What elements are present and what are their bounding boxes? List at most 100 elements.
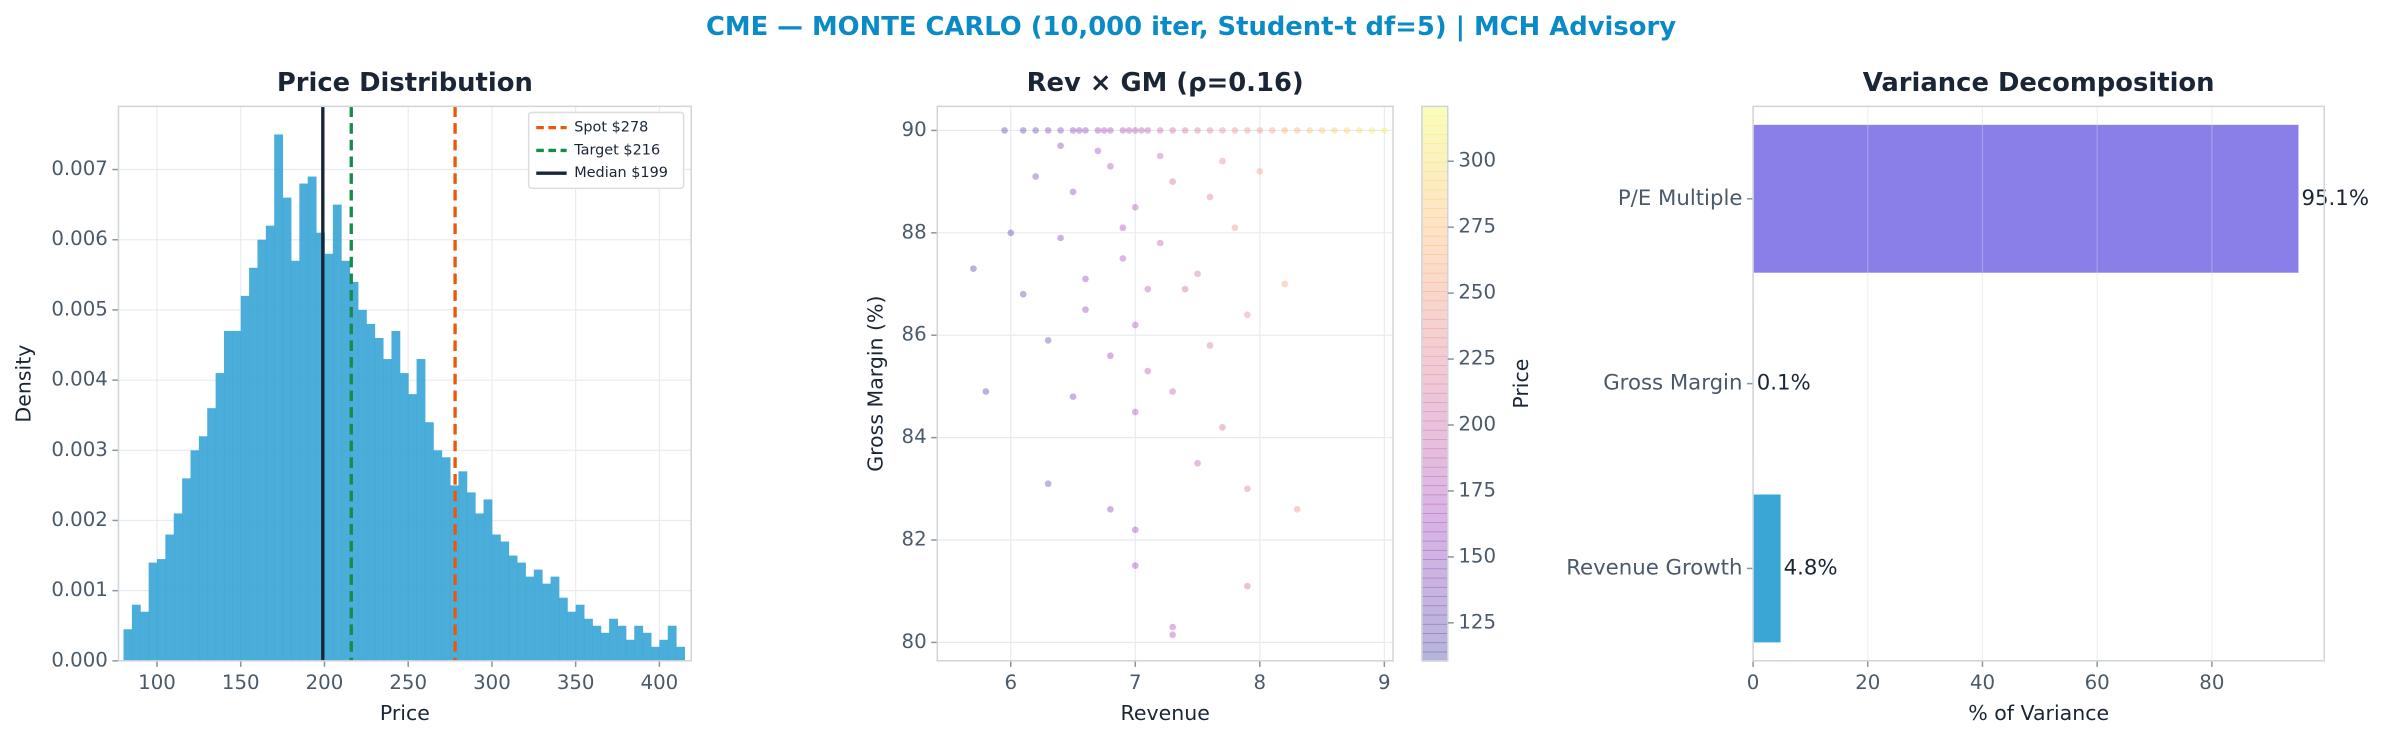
scatter-point bbox=[1001, 127, 1008, 134]
colorbar-step bbox=[1421, 531, 1448, 542]
scatter-point bbox=[1169, 623, 1176, 631]
scatter-point bbox=[1019, 127, 1027, 134]
scatter-point bbox=[1281, 280, 1289, 288]
scatter-point bbox=[1293, 127, 1301, 134]
colorbar-step bbox=[1421, 549, 1448, 560]
colorbar-step bbox=[1421, 411, 1448, 422]
histogram-bar bbox=[508, 555, 518, 661]
colorbar-step bbox=[1421, 254, 1448, 265]
scatter-point bbox=[1244, 485, 1251, 493]
y-axis-label: Gross Margin (%) bbox=[864, 295, 888, 471]
x-tick-label: 350 bbox=[557, 671, 595, 694]
scatter-point bbox=[1194, 127, 1201, 134]
histogram-bar bbox=[625, 639, 635, 661]
colorbar-step bbox=[1421, 309, 1448, 320]
scatter-point bbox=[1082, 127, 1089, 134]
histogram-bar bbox=[341, 260, 351, 661]
bar bbox=[1753, 124, 2299, 273]
histogram-bar bbox=[165, 534, 175, 661]
colorbar-tick-label: 175 bbox=[1458, 478, 1496, 501]
y-tick-label: 86 bbox=[902, 323, 927, 346]
x-tick-label: 0 bbox=[1747, 671, 1760, 694]
x-tick-label: 9 bbox=[1378, 671, 1391, 694]
scatter-point bbox=[1119, 127, 1127, 134]
scatter-point bbox=[1169, 127, 1176, 134]
scatter-point bbox=[1082, 306, 1089, 313]
scatter-point bbox=[1094, 147, 1102, 155]
scatter-point bbox=[1131, 321, 1139, 329]
histogram-bar bbox=[433, 450, 443, 661]
histogram-bar bbox=[324, 253, 334, 661]
histogram-bar bbox=[483, 499, 493, 661]
value-label: 95.1% bbox=[2302, 186, 2370, 211]
histogram-bar bbox=[424, 422, 434, 661]
scatter-point bbox=[1268, 127, 1276, 134]
histogram-bar bbox=[282, 197, 292, 661]
scatter-point bbox=[1244, 311, 1251, 319]
scatter-point bbox=[1069, 393, 1077, 401]
figure-title: CME — MONTE CARLO (10,000 iter, Student-… bbox=[706, 12, 1676, 42]
scatter-point bbox=[1107, 352, 1114, 360]
histogram-bar bbox=[332, 204, 342, 661]
scatter-point bbox=[1343, 127, 1351, 134]
histogram-bar bbox=[374, 337, 384, 661]
subplot-title: Price Distribution bbox=[277, 68, 533, 98]
scatter-point bbox=[1144, 367, 1152, 375]
legend-label: Target $216 bbox=[573, 142, 660, 158]
legend-box bbox=[527, 111, 685, 190]
colorbar-step bbox=[1421, 420, 1448, 431]
scatter-point bbox=[1044, 480, 1052, 488]
x-tick-label: 60 bbox=[2085, 671, 2110, 694]
scatter-point bbox=[1169, 388, 1176, 395]
colorbar-tick-label: 225 bbox=[1458, 347, 1496, 370]
colorbar-tick-label: 300 bbox=[1458, 149, 1496, 172]
scatter-point bbox=[1144, 285, 1152, 293]
scatter-point bbox=[1119, 255, 1127, 262]
scatter-point bbox=[1131, 127, 1139, 134]
x-tick-label: 100 bbox=[138, 671, 176, 694]
colorbar-step bbox=[1421, 143, 1448, 154]
colorbar-step bbox=[1421, 235, 1448, 246]
y-tick-label: P/E Multiple bbox=[1618, 186, 1743, 211]
scatter-point bbox=[1169, 178, 1176, 185]
histogram-bar bbox=[642, 632, 652, 661]
histogram-bar bbox=[198, 436, 208, 661]
scatter-point bbox=[1138, 127, 1145, 134]
colorbar-step bbox=[1421, 457, 1448, 468]
colorbar-step bbox=[1421, 346, 1448, 357]
histogram-bar bbox=[450, 485, 459, 661]
scatter-point bbox=[1219, 157, 1226, 165]
scatter-point bbox=[1156, 152, 1164, 160]
colorbar-step bbox=[1421, 171, 1448, 182]
x-tick-label: 250 bbox=[389, 671, 427, 694]
scatter-point bbox=[1318, 127, 1326, 134]
scatter-point bbox=[1231, 224, 1239, 232]
colorbar-step bbox=[1421, 596, 1448, 607]
x-tick-label: 80 bbox=[2199, 671, 2224, 694]
histogram-bar bbox=[290, 260, 300, 661]
histogram-bar bbox=[617, 625, 627, 661]
x-tick-label: 6 bbox=[1004, 671, 1017, 694]
colorbar-step bbox=[1421, 559, 1448, 570]
histogram-bar bbox=[249, 267, 258, 661]
scatter-point bbox=[1331, 127, 1338, 134]
scatter-point bbox=[1107, 505, 1114, 513]
colorbar-step bbox=[1421, 485, 1448, 496]
axes-frame bbox=[117, 105, 692, 662]
colorbar-step bbox=[1421, 208, 1448, 219]
scatter-point bbox=[1219, 127, 1226, 134]
histogram-bar bbox=[609, 618, 618, 661]
scatter-point bbox=[1119, 224, 1127, 232]
histogram-bar bbox=[182, 478, 191, 661]
colorbar-step bbox=[1421, 540, 1448, 551]
colorbar-step bbox=[1421, 568, 1448, 579]
histogram-bar bbox=[131, 604, 141, 661]
y-tick-label: 0.001 bbox=[51, 578, 108, 601]
scatter-point bbox=[1206, 342, 1214, 349]
colorbar-step bbox=[1421, 152, 1448, 163]
colorbar-step bbox=[1421, 651, 1448, 662]
scatter-point bbox=[1032, 173, 1040, 180]
y-tick-label: 0.000 bbox=[51, 648, 108, 671]
histogram-bar bbox=[173, 513, 183, 661]
